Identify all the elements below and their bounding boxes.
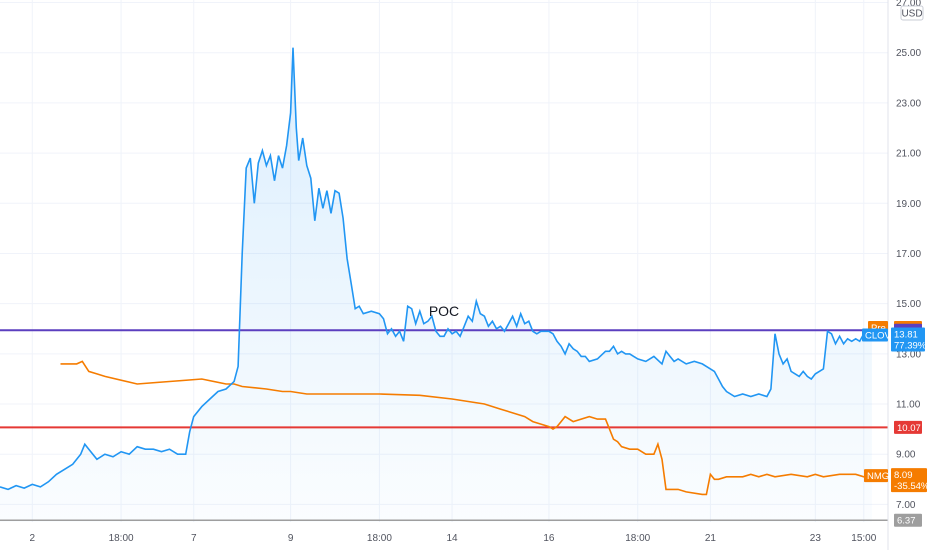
- clov-name-tag-bg: [862, 328, 888, 342]
- pre-label-tag-text: Pre: [871, 323, 886, 334]
- y-tick-label: 19.00: [896, 199, 921, 210]
- series-line-clov[interactable]: [0, 47, 872, 491]
- clov-value-tag-text: 13.81: [894, 330, 918, 341]
- series-line-nmg[interactable]: [60, 360, 872, 496]
- y-tick-label: 17.00: [896, 249, 921, 260]
- x-tick-label: 14: [447, 533, 459, 544]
- nmg-value-tag: 8.09-35.54%: [891, 468, 930, 493]
- nmg-value-tag-bg: [891, 468, 927, 493]
- clov-value-tag-text: 77.39%: [894, 341, 927, 352]
- hline-value-tag-1-text: 10.07: [897, 423, 921, 434]
- x-tick-label: 23: [810, 533, 822, 544]
- x-tick-label: 7: [191, 533, 197, 544]
- hline-value-tag-2: 6.37: [894, 513, 922, 527]
- y-tick-label: 27.00: [896, 0, 921, 9]
- price-axis[interactable]: 7.00 9.00 11.00 13.00 15.00 17.00 19.00 21.00 23…: [896, 0, 921, 511]
- x-tick-label: 15:00: [851, 533, 876, 544]
- hline-value-tag-2-text: 6.37: [897, 516, 916, 527]
- currency-label: USD: [901, 9, 922, 20]
- clov-name-tag: CLOV: [862, 328, 892, 342]
- nmg-name-tag: NMG: [864, 469, 889, 483]
- x-tick-label: 18:00: [367, 533, 392, 544]
- clov-name-tag-text: CLOV: [865, 331, 892, 342]
- hline-value-tag-1: 10.07: [894, 420, 922, 434]
- y-tick-label: 15.00: [896, 299, 921, 310]
- nmg-name-tag-text: NMG: [867, 471, 889, 482]
- y-tick-label: 9.00: [896, 450, 916, 461]
- nmg-value-tag-text: -35.54%: [894, 481, 930, 492]
- currency-badge[interactable]: USD: [900, 5, 924, 21]
- x-tick-label: 18:00: [109, 533, 134, 544]
- nmg-value-tag-text: 8.09: [894, 470, 913, 481]
- x-tick-label: 18:00: [625, 533, 650, 544]
- time-axis[interactable]: 2 18:00 7 9 18:00 14 16 18:00 21 23 15:00: [30, 533, 877, 544]
- x-tick-label: 21: [705, 533, 717, 544]
- x-tick-label: 16: [543, 533, 555, 544]
- y-tick-label: 13.00: [896, 349, 921, 360]
- horizontal-price-lines: [0, 329, 888, 521]
- clov-area-fill: [0, 47, 872, 522]
- x-tick-label: 2: [30, 533, 36, 544]
- x-tick-label: 9: [288, 533, 294, 544]
- y-tick-label: 7.00: [896, 500, 916, 511]
- y-tick-label: 21.00: [896, 149, 921, 160]
- y-tick-label: 25.00: [896, 48, 921, 59]
- y-tick-label: 23.00: [896, 98, 921, 109]
- poc-annotation: POC: [429, 303, 459, 319]
- clov-value-tag-bg: [891, 327, 925, 352]
- y-tick-label: 11.00: [896, 400, 921, 411]
- hline-value-tag-2-bg: [894, 513, 922, 527]
- price-tags: Pre14.0513.9410.076.37CLOV13.8177.39%NMG…: [862, 321, 930, 527]
- hline-value-tag-1-bg: [894, 420, 922, 434]
- nmg-name-tag-bg: [864, 469, 888, 483]
